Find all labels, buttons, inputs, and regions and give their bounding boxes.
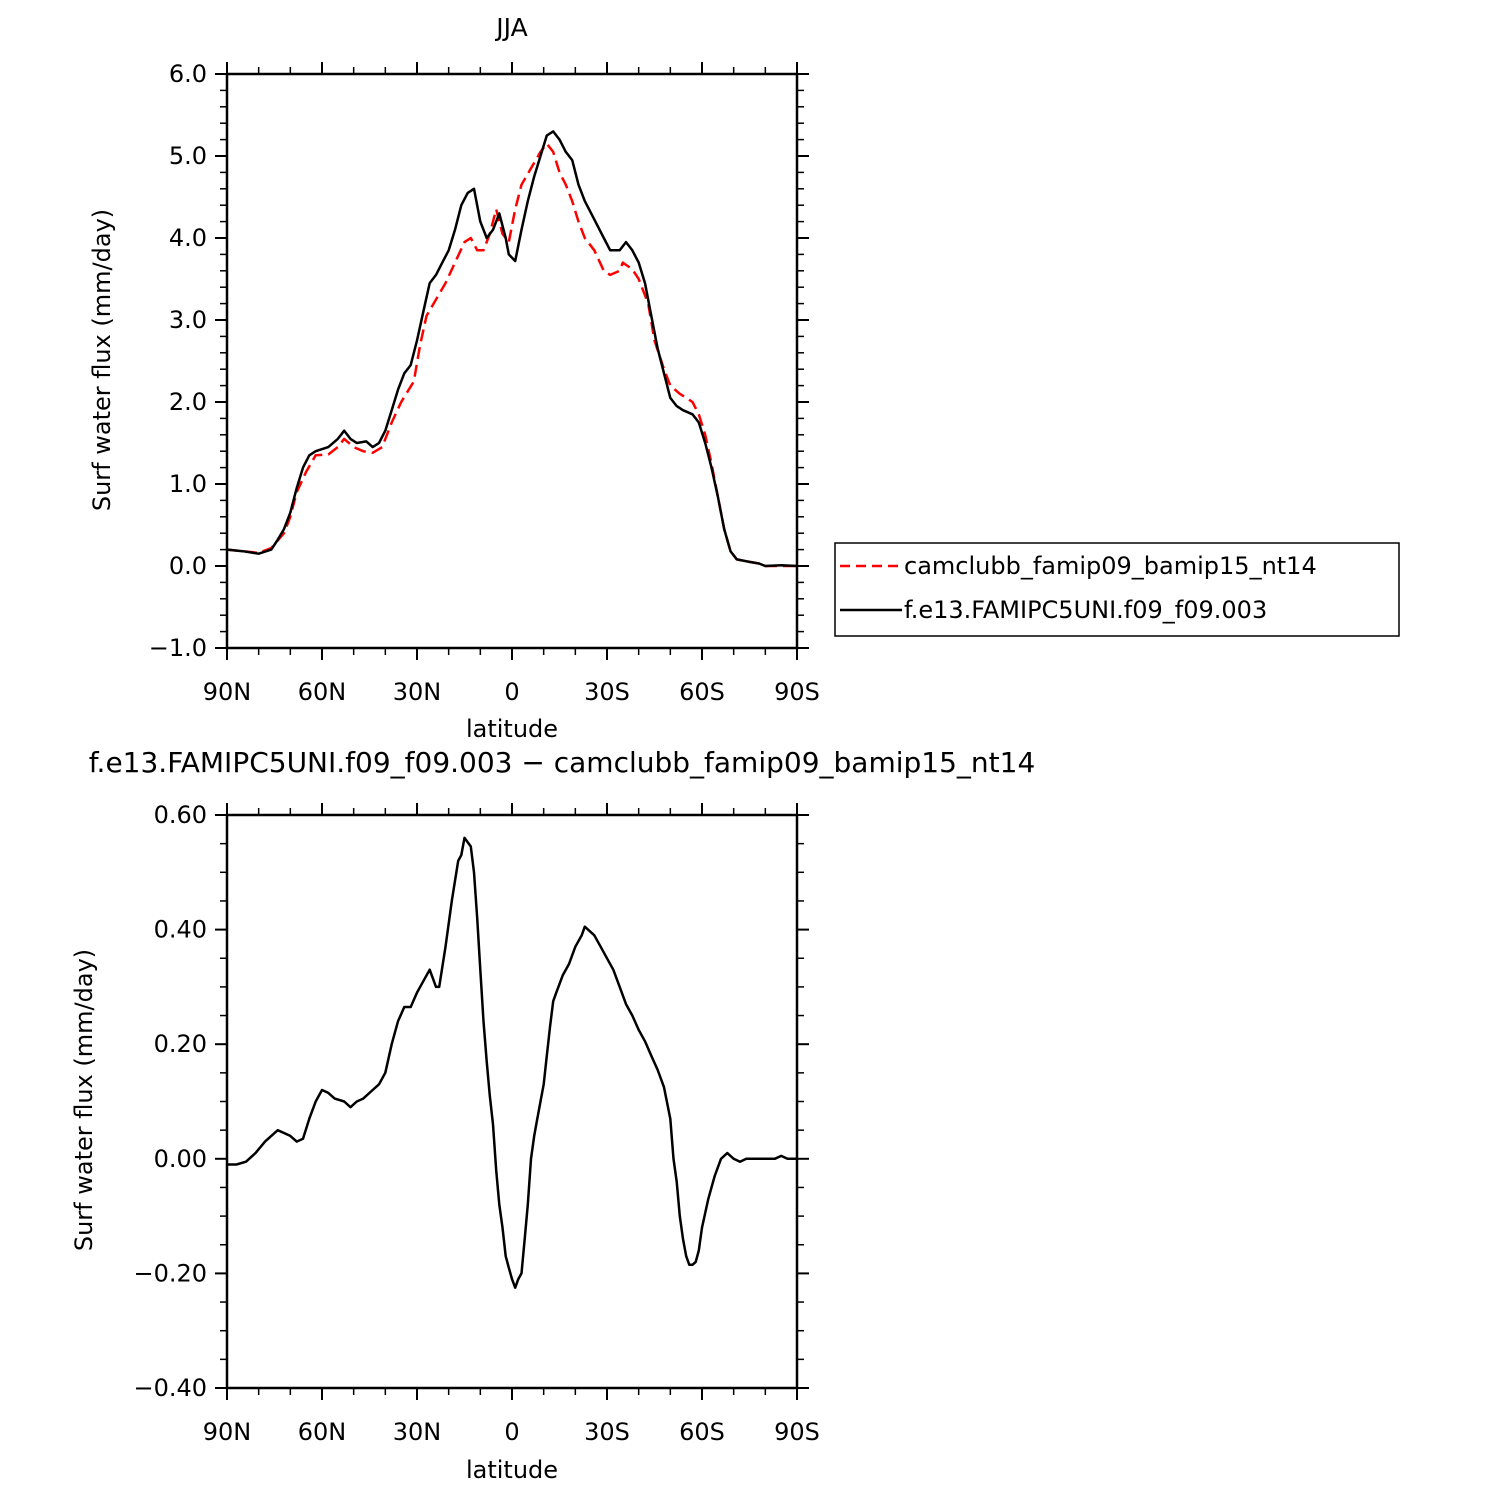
y-tick-label: 4.0 (169, 224, 207, 252)
y-tick-label: 0.60 (154, 801, 207, 829)
y-tick-label: 2.0 (169, 388, 207, 416)
chart-top-title: JJA (494, 13, 527, 42)
y-tick-label: 1.0 (169, 470, 207, 498)
chart-top-lines (226, 130, 798, 568)
chart-bottom-frame (225, 813, 799, 1390)
x-tick-label: 60N (298, 1418, 347, 1446)
legend: camclubb_famip09_bamip15_nt14 f.e13.FAMI… (834, 542, 1400, 637)
x-tick-label: 60S (679, 1418, 725, 1446)
y-tick-label: 5.0 (169, 142, 207, 170)
chart-bottom-lines (227, 836, 797, 1289)
chart-bottom: f.e13.FAMIPC5UNI.f09_f09.003 − camclubb_… (70, 746, 1035, 1484)
x-tick-label: 30N (393, 678, 442, 706)
y-tick-label: −0.20 (133, 1259, 207, 1287)
chart-bottom-title: f.e13.FAMIPC5UNI.f09_f09.003 − camclubb_… (89, 746, 1036, 779)
chart-top: JJA Surf water flux (mm/day) latitude −1… (88, 13, 820, 743)
series-line-0 (227, 836, 797, 1289)
y-tick-label: 0.0 (169, 552, 207, 580)
chart-top-ticks: −1.0 0.0 1.0 2.0 3.0 4.0 5.0 6.0 90N 60N 30N 0 30S 60… (149, 60, 820, 706)
x-tick-label: 60S (679, 678, 725, 706)
chart-top-ylabel: Surf water flux (mm/day) (88, 209, 116, 511)
legend-box (834, 542, 1400, 637)
y-tick-label: 3.0 (169, 306, 207, 334)
x-tick-label: 90N (203, 1418, 252, 1446)
y-tick-label: 0.40 (154, 916, 207, 944)
x-tick-label: 30N (393, 1418, 442, 1446)
x-tick-label: 60N (298, 678, 347, 706)
x-tick-label: 30S (584, 1418, 630, 1446)
legend-label-fe13: f.e13.FAMIPC5UNI.f09_f09.003 (904, 596, 1267, 624)
legend-label-camclubb: camclubb_famip09_bamip15_nt14 (904, 552, 1317, 580)
chart-bottom-ylabel: Surf water flux (mm/day) (70, 949, 98, 1251)
x-tick-label: 90S (774, 678, 820, 706)
y-tick-label: −1.0 (149, 634, 207, 662)
y-tick-label: −0.40 (133, 1374, 207, 1402)
x-tick-label: 0 (504, 1418, 519, 1446)
chart-bottom-ticks: −0.40 −0.20 0.00 0.20 0.40 0.60 90N 60N 30N 0 30S 6… (133, 801, 819, 1446)
series-line-1 (226, 130, 798, 568)
x-tick-label: 30S (584, 678, 630, 706)
chart-top-xlabel: latitude (466, 715, 558, 743)
chart-top-frame (225, 72, 799, 650)
y-tick-label: 6.0 (169, 60, 207, 88)
series-line-0 (226, 142, 797, 568)
chart-bottom-xlabel: latitude (466, 1456, 558, 1484)
y-tick-label: 0.00 (154, 1145, 207, 1173)
y-tick-label: 0.20 (154, 1030, 207, 1058)
x-tick-label: 0 (504, 678, 519, 706)
x-tick-label: 90N (203, 678, 252, 706)
x-tick-label: 90S (774, 1418, 820, 1446)
